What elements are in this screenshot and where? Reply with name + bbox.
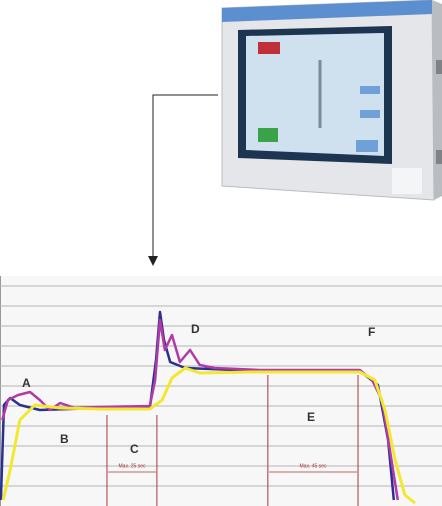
- page: A B C D E F Max. 25 sec Max. 45 sec: [0, 0, 442, 506]
- annotation: B: [60, 432, 69, 446]
- annotation: F: [368, 325, 375, 339]
- plot-area: [0, 276, 442, 506]
- device: [222, 0, 442, 200]
- annotation: D: [191, 322, 200, 336]
- arrowhead: [148, 256, 158, 266]
- connector: [153, 95, 218, 258]
- annotation: C: [130, 442, 139, 456]
- annotation: Max. 25 sec: [119, 463, 146, 469]
- annotation: Max. 45 sec: [300, 463, 327, 469]
- annotation: A: [22, 376, 31, 390]
- annotation: E: [307, 410, 315, 424]
